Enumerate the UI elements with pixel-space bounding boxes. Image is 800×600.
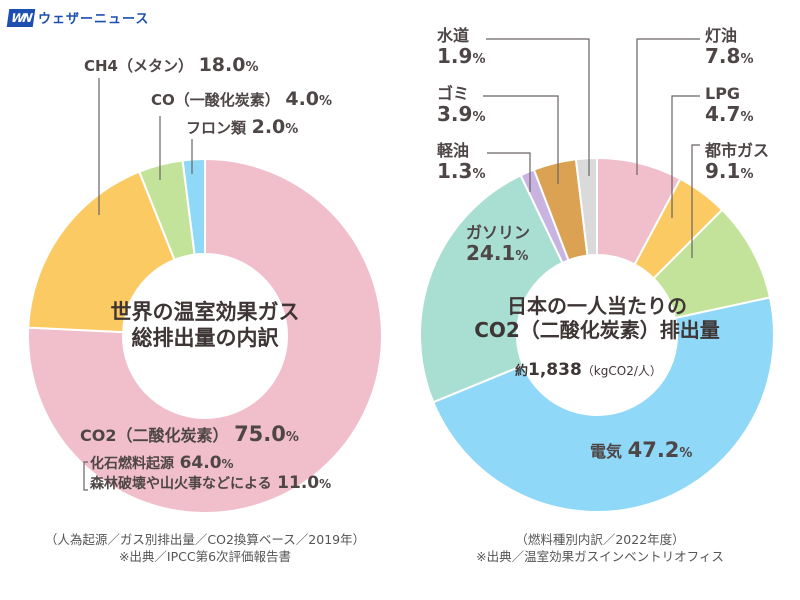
label-water: 水道 1.9%: [437, 26, 486, 68]
right-chart-caption: （燃料種別内訳／2022年度） ※出典／温室効果ガスインベントリオフィス: [476, 532, 724, 564]
brand-logo: WN ウェザーニュース: [6, 8, 150, 27]
label-freon: フロン類 2.0%: [186, 116, 299, 138]
world-ghg-slice-3: [181, 157, 206, 256]
left-chart-caption: （人為起源／ガス別排出量／CO2換算ベース／2019年） ※出典／IPCC第6次…: [44, 532, 366, 564]
left-chart-title: 世界の温室効果ガス 総排出量の内訳: [110, 300, 300, 350]
leader-line-kerosene: [636, 38, 700, 175]
leader-line-diesel: [487, 152, 531, 192]
label-gasoline: ガソリン 24.1%: [466, 223, 531, 265]
donut-chart-world-ghg: [27, 157, 383, 514]
japan-co2-slice-4: [419, 173, 564, 404]
label-citygas: 都市ガス 9.1%: [705, 141, 770, 183]
japan-co2-slice-7: [574, 156, 598, 257]
world-ghg-slice-1: [27, 170, 176, 334]
label-co: CO（一酸化炭素） 4.0%: [151, 88, 333, 110]
label-kerosene: 灯油 7.8%: [705, 26, 754, 68]
label-garbage: ゴミ 3.9%: [437, 84, 486, 126]
label-electric: 電気 47.2%: [590, 438, 693, 462]
leader-line-lpg: [671, 95, 700, 218]
brand-name: ウェザーニュース: [38, 12, 150, 27]
label-co2: CO2（二酸化炭素） 75.0%: [80, 422, 299, 446]
leader-line-water: [486, 38, 590, 176]
leader-lines: [83, 38, 700, 491]
label-ch4: CH4（メタン） 18.0%: [84, 54, 259, 76]
label-lpg: LPG 4.7%: [705, 84, 754, 126]
label-diesel: 軽油 1.3%: [437, 141, 486, 183]
donut-chart-japan-co2: [419, 156, 775, 513]
right-chart-total: 約1,838（kgCO2/人）: [515, 360, 662, 380]
leader-line-co2-breakdown: [83, 461, 88, 491]
japan-co2-slice-3: [431, 296, 775, 513]
label-co2-forest: 森林破壊や山火事などによる 11.0%: [90, 473, 332, 493]
label-co2-fossil: 化石燃料起源 64.0%: [90, 453, 234, 473]
leader-line-garbage: [483, 95, 559, 184]
right-chart-title: 日本の一人当たりの CO2（二酸化炭素）排出量: [474, 294, 720, 343]
leader-line-citygas: [691, 144, 700, 258]
world-ghg-slice-0: [27, 157, 383, 514]
